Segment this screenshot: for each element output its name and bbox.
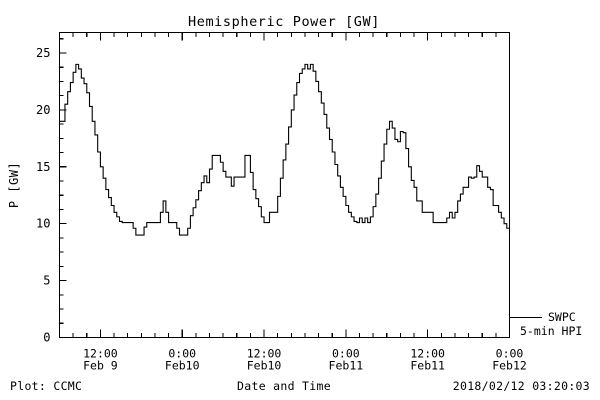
x-axis-title: Date and Time: [237, 379, 331, 393]
x-tick-label-time: 0:00: [332, 347, 360, 361]
chart-legend: SWPC 5-min HPI: [510, 310, 582, 338]
x-tick-label-time: 0:00: [168, 347, 196, 361]
y-axis-ticks: [59, 38, 67, 339]
x-tick-label-time: 0:00: [496, 347, 524, 361]
y-tick-label: 20: [36, 103, 50, 117]
x-tick-label-time: 12:00: [247, 347, 282, 361]
y-tick-label: 5: [43, 274, 50, 288]
data-series-line: [59, 63, 511, 236]
x-tick-label-date: Feb10: [247, 359, 282, 373]
y-tick-label: 10: [36, 217, 50, 231]
y-axis-tick-labels: 0 5 10 15 20 25: [36, 46, 50, 345]
x-tick-label-date: Feb11: [329, 359, 364, 373]
footer-timestamp: 2018/02/12 03:20:03: [453, 379, 590, 393]
x-axis-ticks: [58, 32, 511, 338]
y-tick-label: 0: [43, 331, 50, 345]
x-tick-label-date: Feb11: [410, 359, 445, 373]
x-tick-label-date: Feb12: [492, 359, 527, 373]
x-tick-label-date: Feb 9: [83, 359, 118, 373]
x-tick-label-time: 12:00: [83, 347, 118, 361]
legend-sublabel-swpc: 5-min HPI: [520, 324, 582, 338]
legend-label-swpc: SWPC: [548, 310, 576, 324]
y-tick-label: 25: [36, 46, 50, 60]
chart-title: Hemispheric Power [GW]: [188, 14, 380, 30]
plot-frame: [58, 31, 511, 339]
y-axis-title: P [GW]: [7, 162, 21, 208]
data-series-group: [59, 63, 511, 236]
x-tick-label-date: Feb10: [165, 359, 200, 373]
footer-credit: Plot: CCMC: [10, 379, 82, 393]
x-tick-label-time: 12:00: [410, 347, 445, 361]
y-tick-label: 15: [36, 160, 50, 174]
